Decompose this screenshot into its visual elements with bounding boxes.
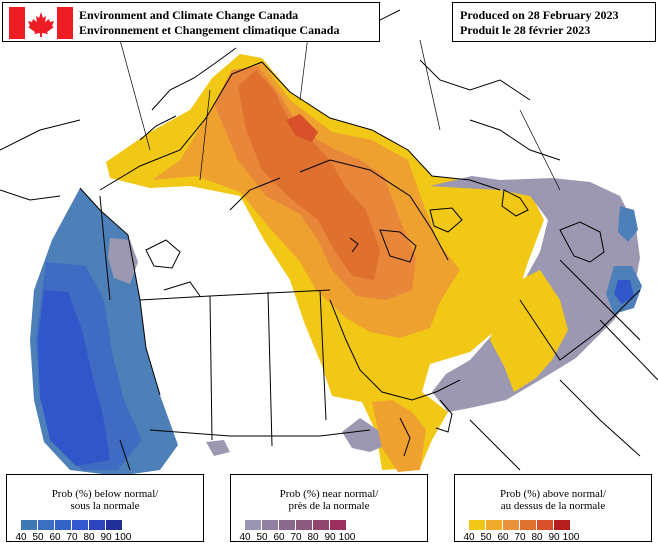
- legend-near-tick: 80: [307, 532, 319, 543]
- legend-above-swatch: [469, 520, 485, 530]
- agency-name-french: Environnement et Changement climatique C…: [79, 23, 340, 37]
- produced-date-french: Produit le 28 février 2023: [460, 23, 591, 37]
- below-normal-patch-baffin: [618, 206, 638, 242]
- agency-name-english: Environment and Climate Change Canada: [79, 8, 299, 22]
- legend-near-title-french: près de la normale: [288, 500, 370, 512]
- legend-near-normal: Prob (%) near normal/ près de la normale…: [230, 474, 428, 543]
- legend-near-swatch: [262, 520, 278, 530]
- legend-below-swatch: [89, 520, 105, 530]
- legend-below-swatch: [55, 520, 71, 530]
- legend-near-tick: 40: [239, 532, 251, 543]
- graticule: [119, 19, 561, 191]
- above-normal-region: [106, 54, 544, 470]
- legend-below-tick: 60: [49, 532, 61, 543]
- legend-above-tick: 100: [562, 532, 580, 543]
- below-normal-region: [30, 188, 178, 476]
- legend-near-swatch: [313, 520, 329, 530]
- production-date-box: Produced on 28 February 2023 Produit le …: [452, 2, 656, 42]
- map-boundaries: [0, 9, 658, 471]
- legend-above-tick: 40: [463, 532, 475, 543]
- legend-near-swatch: [245, 520, 261, 530]
- legend-below-swatch: [21, 520, 37, 530]
- below-normal-patch-labrador-core: [614, 280, 634, 304]
- legend-below-tick: 50: [32, 532, 44, 543]
- legend-above-tick: 80: [531, 532, 543, 543]
- legend-above-tick: 60: [497, 532, 509, 543]
- legend-above-normal: Prob (%) above normal/ au dessus de la n…: [454, 474, 652, 543]
- legend-below-swatch: [106, 520, 122, 530]
- legend-below-tick: 70: [66, 532, 78, 543]
- legend-near-swatch: [279, 520, 295, 530]
- agency-header: Environment and Climate Change Canada En…: [2, 2, 380, 42]
- legend-near-title-english: Prob (%) near normal/: [279, 488, 379, 500]
- produced-date-english: Produced on 28 February 2023: [460, 8, 619, 22]
- legend-below-title-french: sous la normale: [70, 500, 140, 512]
- legend-below-tick: 100: [114, 532, 132, 543]
- legend-above-swatch: [537, 520, 553, 530]
- legend-below-swatch: [72, 520, 88, 530]
- legend-below-title-english: Prob (%) below normal/: [51, 488, 159, 500]
- legend-near-tick: 60: [273, 532, 285, 543]
- legend-above-title-english: Prob (%) above normal/: [500, 488, 606, 500]
- above-normal-region-south: [372, 400, 426, 472]
- legend-below-tick: 80: [83, 532, 95, 543]
- legend-above-tick: 90: [548, 532, 560, 543]
- canada-flag-icon: [9, 7, 73, 39]
- legend-below-tick: 40: [15, 532, 27, 543]
- legend-above-swatch: [554, 520, 570, 530]
- above-normal-region-east: [490, 270, 568, 392]
- legend-below-swatch: [38, 520, 54, 530]
- legend-near-tick: 90: [324, 532, 336, 543]
- legend-below-normal: Prob (%) below normal/ sous la normale 4…: [6, 474, 204, 543]
- legend-above-swatch: [520, 520, 536, 530]
- legend-above-tick: 70: [514, 532, 526, 543]
- legend-near-tick: 50: [256, 532, 268, 543]
- legend-near-swatch: [296, 520, 312, 530]
- legend-above-swatch: [486, 520, 502, 530]
- legend-near-tick: 70: [290, 532, 302, 543]
- legend-near-tick: 100: [338, 532, 356, 543]
- legend-above-tick: 50: [480, 532, 492, 543]
- legend-above-swatch: [503, 520, 519, 530]
- legend-near-swatch: [330, 520, 346, 530]
- legend-above-title-french: au dessus de la normale: [500, 500, 606, 512]
- legend-below-tick: 90: [100, 532, 112, 543]
